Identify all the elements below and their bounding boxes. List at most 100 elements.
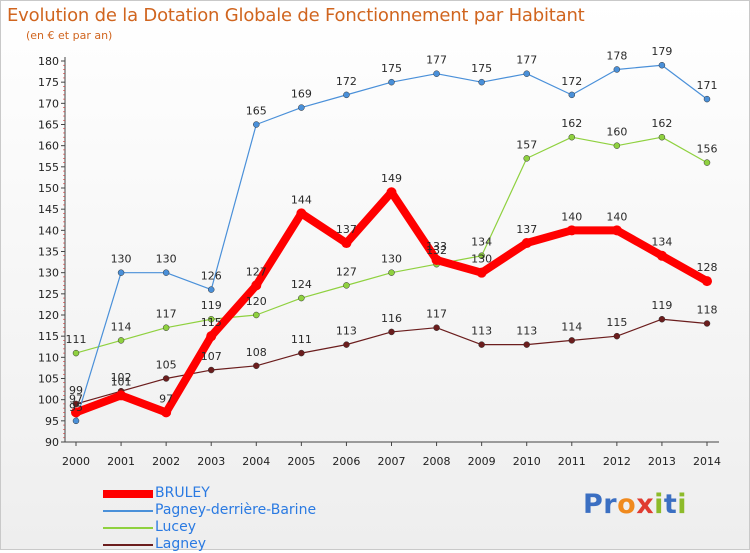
data-point-bruley (386, 187, 397, 198)
logo-letter: i (677, 489, 688, 520)
data-label-lucey: 114 (111, 320, 132, 333)
data-label-lagney: 111 (291, 333, 312, 346)
data-point-bruley (656, 250, 667, 261)
data-point-pagney-derri-re-barine (613, 66, 621, 73)
y-tick-label: 105 (38, 373, 59, 386)
data-point-lucey (658, 133, 666, 141)
y-tick-label: 135 (38, 246, 59, 259)
x-tick-label: 2006 (332, 455, 360, 468)
data-label-lucey: 111 (66, 333, 87, 346)
data-label-lagney: 105 (156, 359, 177, 372)
data-label-pagney-derri-re-barine: 177 (516, 54, 537, 67)
y-tick-label: 90 (45, 436, 59, 449)
data-point-bruley (521, 238, 532, 249)
y-tick-label: 170 (38, 97, 59, 110)
data-point-lucey (613, 142, 621, 149)
x-tick-label: 2013 (648, 455, 676, 468)
y-tick-label: 155 (38, 161, 59, 174)
data-point-lagney (72, 400, 80, 408)
data-point-pagney-derri-re-barine (207, 286, 215, 293)
data-point-lagney (478, 341, 485, 348)
data-label-lagney: 113 (516, 325, 537, 338)
x-tick-label: 2014 (693, 455, 721, 468)
data-point-bruley (296, 208, 307, 219)
legend-swatch (103, 527, 153, 529)
logo-letter: i (654, 489, 664, 520)
data-label-pagney-derri-re-barine: 130 (156, 253, 177, 266)
data-point-lagney (703, 320, 711, 327)
data-point-lucey (117, 337, 125, 344)
data-label-lagney: 102 (111, 371, 132, 384)
data-label-lucey: 162 (651, 117, 672, 130)
data-point-pagney-derri-re-barine (658, 61, 666, 69)
y-tick-label: 160 (38, 140, 59, 153)
legend-swatch (103, 490, 153, 498)
data-point-pagney-derri-re-barine (298, 104, 305, 111)
data-label-bruley: 134 (651, 236, 672, 249)
x-tick-label: 2009 (468, 455, 496, 468)
logo-letter: r (603, 489, 618, 520)
y-tick-label: 145 (38, 203, 59, 216)
data-point-bruley (566, 225, 577, 236)
data-point-pagney-derri-re-barine (72, 417, 80, 425)
data-label-bruley: 140 (561, 210, 582, 223)
data-point-pagney-derri-re-barine (703, 95, 711, 103)
data-label-pagney-derri-re-barine: 165 (246, 105, 267, 118)
data-point-lucey (523, 155, 530, 162)
data-label-pagney-derri-re-barine: 126 (201, 270, 222, 283)
legend-swatch (103, 544, 153, 546)
data-label-pagney-derri-re-barine: 178 (606, 49, 627, 62)
logo-letter: o (617, 489, 637, 520)
data-point-bruley (702, 276, 712, 287)
legend-label: Lucey (155, 519, 197, 535)
data-point-bruley (116, 390, 127, 401)
data-point-bruley (71, 407, 81, 418)
data-label-lucey: 127 (336, 265, 357, 278)
data-point-lucey (72, 349, 80, 357)
data-label-bruley: 97 (159, 392, 173, 405)
data-point-bruley (431, 254, 442, 265)
data-label-lucey: 120 (246, 295, 267, 308)
data-point-lagney (253, 362, 260, 370)
data-label-bruley: 127 (246, 265, 267, 278)
data-label-lucey: 156 (697, 143, 718, 156)
chart-subtitle: (en € et par an) (26, 29, 113, 42)
data-label-pagney-derri-re-barine: 179 (651, 45, 672, 58)
data-point-pagney-derri-re-barine (343, 91, 350, 99)
x-tick-label: 2001 (107, 455, 135, 468)
data-point-lagney (207, 366, 215, 374)
data-label-lagney: 115 (606, 316, 627, 329)
data-label-bruley: 97 (69, 392, 83, 405)
data-label-pagney-derri-re-barine: 172 (561, 75, 582, 88)
series-line-bruley (72, 188, 711, 417)
data-label-pagney-derri-re-barine: 169 (291, 88, 312, 101)
data-point-lagney (613, 332, 621, 340)
data-point-lucey (703, 159, 711, 166)
data-label-pagney-derri-re-barine: 95 (69, 401, 83, 414)
data-label-pagney-derri-re-barine: 130 (111, 253, 132, 266)
data-point-bruley (611, 225, 622, 236)
y-tick-label: 150 (38, 182, 59, 195)
data-point-lucey (478, 252, 485, 259)
data-label-lucey: 117 (156, 308, 177, 321)
data-label-lucey: 130 (381, 253, 402, 266)
data-label-lagney: 119 (651, 299, 672, 312)
data-label-lucey: 119 (201, 299, 222, 312)
data-label-bruley: 101 (111, 375, 132, 388)
logo-letter: t (663, 489, 678, 520)
data-label-lagney: 118 (697, 303, 718, 316)
y-tick-label: 100 (38, 394, 59, 407)
x-tick-label: 2010 (513, 455, 541, 468)
legend-label: Pagney-derrière-Barine (155, 502, 317, 518)
data-label-bruley: 128 (697, 261, 718, 274)
x-tick-label: 2007 (378, 455, 406, 468)
data-label-pagney-derri-re-barine: 172 (336, 75, 357, 88)
data-label-pagney-derri-re-barine: 177 (426, 54, 447, 67)
logo-letter: P (583, 489, 604, 520)
x-tick-label: 2004 (242, 455, 270, 468)
data-point-lagney (162, 375, 170, 382)
x-tick-label: 2008 (423, 455, 451, 468)
data-point-pagney-derri-re-barine (523, 70, 530, 77)
data-point-bruley (161, 407, 172, 418)
